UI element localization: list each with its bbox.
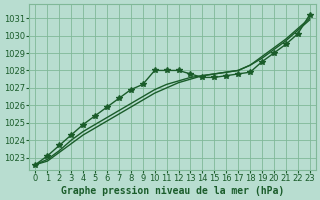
X-axis label: Graphe pression niveau de la mer (hPa): Graphe pression niveau de la mer (hPa) <box>61 186 284 196</box>
